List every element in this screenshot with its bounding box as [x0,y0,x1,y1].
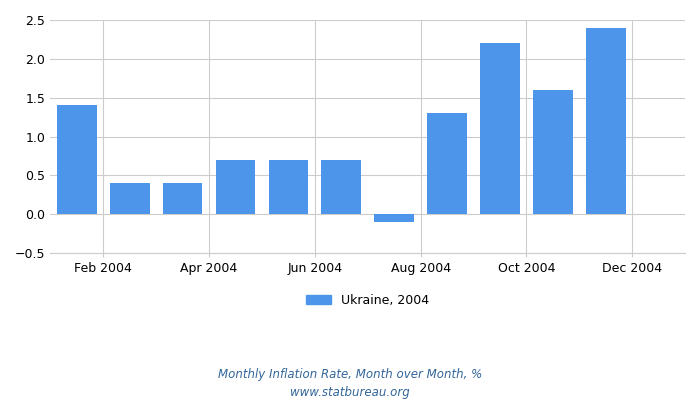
Bar [216,160,256,214]
Bar [480,43,519,214]
Text: www.statbureau.org: www.statbureau.org [290,386,410,399]
Bar [586,28,626,214]
Bar [57,106,97,214]
Bar [269,160,308,214]
Legend: Ukraine, 2004: Ukraine, 2004 [301,289,434,312]
Text: Monthly Inflation Rate, Month over Month, %: Monthly Inflation Rate, Month over Month… [218,368,482,381]
Bar [427,113,467,214]
Bar [374,214,414,222]
Bar [110,183,150,214]
Bar [321,160,361,214]
Bar [162,183,202,214]
Bar [533,90,573,214]
